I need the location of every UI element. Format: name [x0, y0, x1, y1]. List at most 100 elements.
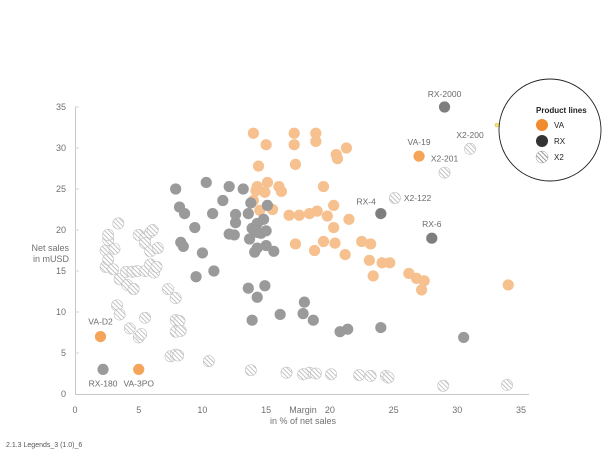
va-point [340, 142, 353, 154]
rx-point [342, 323, 354, 335]
x2-point [325, 368, 338, 381]
rx-highlight-point [375, 208, 387, 220]
va-point [308, 244, 321, 257]
x-tick-label: 15 [261, 405, 271, 415]
x2-point [108, 242, 121, 255]
rx-point [458, 331, 470, 344]
va-point [418, 275, 430, 287]
x2-point [146, 224, 159, 236]
rx-highlight-point [438, 101, 451, 113]
va-highlight-point [413, 150, 425, 162]
y-tick-label: 20 [56, 225, 66, 235]
rx-point [375, 321, 387, 334]
va-point [317, 180, 330, 193]
point-label: RX-4 [356, 197, 376, 207]
rx-point [237, 183, 249, 195]
point-label: RX-180 [89, 378, 118, 388]
va-point [261, 176, 274, 189]
legend-x2-swatch [535, 150, 549, 164]
x-tick-label: 25 [389, 405, 399, 415]
x2-point [438, 166, 451, 179]
x2-point [174, 324, 187, 337]
rx-point [189, 221, 201, 234]
x2-point [139, 311, 151, 324]
rx-point [207, 208, 219, 220]
legend-rx-swatch [536, 135, 548, 147]
va-point [365, 238, 377, 250]
rx-point [251, 226, 263, 239]
rx-point [242, 282, 254, 294]
y-axis-title-line-1: Net sales [31, 243, 69, 253]
y-tick-label: 25 [56, 184, 66, 194]
rx-point [274, 308, 286, 321]
point-label: RX-2000 [428, 89, 462, 99]
rx-point [297, 308, 309, 320]
y-axis-title-line-2: in mUSD [33, 254, 70, 264]
rx-point [251, 291, 263, 303]
rx-point [178, 208, 191, 220]
data-points [94, 101, 514, 392]
axis-ticks: 0 5 10 15 20 25 30 35 0 5 10 15 20 25 30 35 [56, 102, 526, 415]
x-tick-label: 0 [72, 405, 77, 415]
x-tick-label: 5 [136, 405, 141, 415]
x2-point [202, 355, 215, 368]
va-point [289, 158, 302, 170]
va-point [250, 185, 262, 197]
va-point [275, 185, 288, 198]
legend-x2-label: X2 [554, 153, 564, 162]
legend-circle [498, 78, 602, 182]
rx-point [246, 314, 258, 326]
legend: Product lines VA RX X2 [494, 78, 602, 182]
rx-point [208, 265, 220, 277]
va-point [252, 160, 265, 172]
va-point [310, 127, 322, 139]
rx-point [229, 217, 242, 229]
point-label: VA-19 [408, 137, 431, 147]
x2-point [388, 192, 401, 204]
rx-point [229, 208, 242, 221]
va-point [293, 209, 305, 221]
legend-va-swatch [536, 119, 548, 131]
rx-point [261, 199, 274, 211]
x2-point [127, 283, 140, 295]
x2-point [150, 260, 163, 273]
rx-point [245, 197, 257, 209]
x2-point [162, 283, 174, 295]
x2-point [297, 368, 309, 381]
va-point [329, 237, 341, 249]
x2-point [151, 242, 164, 254]
footer-caption: 2.1.3 Legends_3 (1.0)_6 [6, 442, 83, 449]
va-point [328, 221, 340, 234]
rx-point [200, 176, 212, 189]
x2-point [353, 369, 366, 382]
va-point [502, 279, 514, 291]
va-point [310, 135, 322, 148]
rx-highlight-point [426, 232, 438, 244]
x-axis-title-line-1: Margin [289, 405, 317, 415]
point-label: VA-3PO [123, 378, 154, 388]
va-point [247, 127, 259, 139]
va-point [367, 270, 379, 282]
x2-point [437, 379, 450, 392]
rx-point [260, 239, 272, 252]
x2-point [280, 366, 293, 379]
y-tick-label: 15 [56, 266, 66, 276]
rx-point [228, 229, 240, 241]
point-label: X2-200 [456, 130, 484, 140]
x-tick-label: 30 [452, 405, 462, 415]
va-point [384, 257, 396, 269]
va-point [416, 284, 428, 296]
x2-point [464, 142, 476, 155]
legend-rx-label: RX [554, 137, 566, 146]
x-tick-label: 20 [325, 405, 335, 415]
rx-point [223, 180, 235, 193]
x2-point [102, 229, 115, 241]
va-point [321, 210, 333, 222]
va-point [311, 205, 323, 217]
x2-point [244, 364, 257, 377]
x2-point [113, 308, 126, 321]
rx-point [190, 271, 202, 283]
x2-point [173, 315, 186, 327]
